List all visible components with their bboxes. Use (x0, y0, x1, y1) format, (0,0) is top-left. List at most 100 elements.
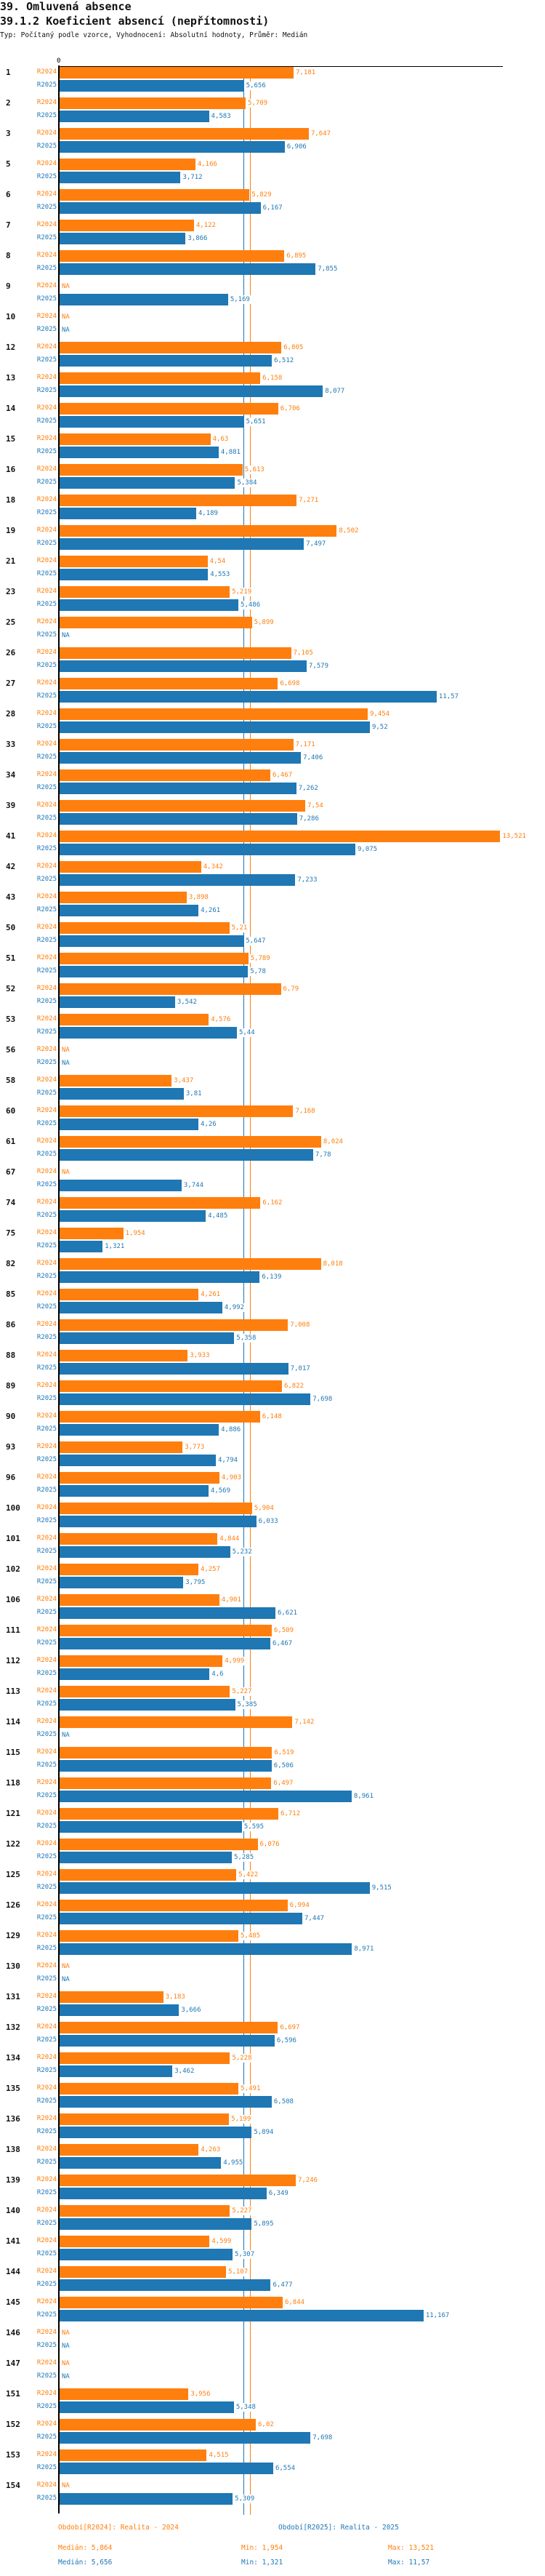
value-label-r2024: 4,122 (195, 221, 217, 230)
group-label: 115 (6, 1748, 20, 1757)
value-label-r2025: 7,698 (312, 1395, 334, 1404)
series-label-r2024: R2024 (36, 221, 57, 228)
series-label-r2025: R2025 (36, 1731, 57, 1738)
bar-r2024 (60, 1014, 209, 1025)
value-label-r2024: 5,485 (240, 1932, 262, 1940)
series-label-r2024: R2024 (36, 2451, 57, 2458)
group-label: 141 (6, 2236, 20, 2246)
value-label-r2024: 4,515 (208, 2451, 230, 2460)
bar-r2024 (60, 2266, 227, 2278)
value-label-r2024: 4,257 (199, 1565, 222, 1574)
series-label-r2024: R2024 (36, 404, 57, 412)
value-label-r2024: 3,773 (184, 1443, 206, 1452)
value-label-r2024: 7,54 (307, 801, 324, 810)
series-label-r2024: R2024 (36, 1687, 57, 1695)
series-label-r2024: R2024 (36, 160, 57, 167)
series-label-r2024: R2024 (36, 129, 57, 137)
value-label-r2025: 3,81 (185, 1089, 203, 1098)
stat-median-r2024: Medián: 5,864 (58, 2544, 113, 2552)
value-label-r2025: 7,233 (296, 876, 318, 884)
bar-r2025 (60, 2127, 252, 2138)
series-label-r2024: R2024 (36, 649, 57, 656)
value-label-r2024: 6,697 (279, 2023, 301, 2032)
value-label-r2024: 4,166 (196, 160, 218, 169)
series-label-r2024: R2024 (36, 2329, 57, 2336)
series-label-r2025: R2025 (36, 2036, 57, 2044)
value-label-r2025: 5,358 (235, 1334, 257, 1343)
series-label-r2024: R2024 (36, 2023, 57, 2031)
series-label-r2025: R2025 (36, 1761, 57, 1769)
group-label: 152 (6, 2420, 20, 2429)
bar-r2024 (60, 586, 230, 598)
series-label-r2024: R2024 (36, 343, 57, 351)
value-label-r2025: 5,44 (238, 1028, 256, 1037)
value-label-r2025: 11,57 (437, 692, 459, 701)
bar-r2024 (60, 2419, 256, 2431)
bar-r2024 (60, 1777, 272, 1789)
value-label-r2025: 5,307 (234, 2250, 256, 2259)
series-label-r2025: R2025 (36, 81, 57, 89)
bar-r2025 (60, 1393, 311, 1405)
value-label-r2025: 5,285 (233, 1853, 255, 1862)
bar-r2024 (60, 2144, 199, 2156)
series-label-r2025: R2025 (36, 2372, 57, 2380)
series-label-r2025: R2025 (36, 417, 57, 425)
value-label-r2024: 7,168 (294, 1107, 316, 1116)
group-label: 43 (6, 892, 16, 902)
series-label-r2024: R2024 (36, 2298, 57, 2305)
series-label-r2024: R2024 (36, 1901, 57, 1908)
bar-r2024 (60, 189, 250, 201)
group-label: 75 (6, 1228, 16, 1238)
series-label-r2024: R2024 (36, 618, 57, 625)
value-label-r2025: 4,583 (210, 112, 232, 121)
series-label-r2024: R2024 (36, 2176, 57, 2183)
bar-r2024 (60, 2022, 278, 2033)
group-label: 23 (6, 587, 16, 596)
series-label-r2025: R2025 (36, 1548, 57, 1555)
value-label-r2024: 5,899 (253, 618, 275, 627)
series-label-r2024: R2024 (36, 771, 57, 778)
value-label-r2024: 6,805 (283, 343, 304, 352)
series-label-r2024: R2024 (36, 832, 57, 839)
value-label-r2024: NA (61, 313, 70, 321)
series-label-r2024: R2024 (36, 191, 57, 198)
bar-r2025 (60, 569, 209, 580)
bar-r2025 (60, 385, 323, 397)
stat-max-r2024: Max: 13,521 (388, 2544, 434, 2552)
value-label-r2025: 4,485 (207, 1212, 229, 1220)
value-label-r2025: 6,349 (267, 2189, 289, 2198)
bar-r2024 (60, 2297, 283, 2308)
bar-r2024 (60, 1228, 124, 1239)
series-label-r2025: R2025 (36, 1609, 57, 1616)
value-label-r2024: 3,933 (189, 1351, 211, 1360)
group-label: 146 (6, 2328, 20, 2337)
group-label: 2 (6, 98, 11, 108)
bar-r2025 (60, 2218, 252, 2230)
group-label: 34 (6, 770, 16, 780)
bar-r2024 (60, 1655, 223, 1667)
series-label-r2024: R2024 (36, 1199, 57, 1206)
value-label-r2025: 3,795 (185, 1578, 206, 1587)
value-label-r2024: 6,844 (283, 2298, 306, 2307)
value-label-r2025: 4,992 (223, 1303, 245, 1312)
series-label-r2024: R2024 (36, 313, 57, 320)
group-label: 102 (6, 1564, 20, 1574)
group-label: 50 (6, 923, 16, 932)
series-label-r2025: R2025 (36, 753, 57, 761)
group-label: 88 (6, 1351, 16, 1360)
group-label: 154 (6, 2481, 20, 2490)
series-label-r2025: R2025 (36, 2067, 57, 2074)
series-label-r2025: R2025 (36, 937, 57, 944)
value-label-r2025: 5,486 (240, 601, 262, 609)
series-label-r2024: R2024 (36, 1871, 57, 1878)
series-label-r2025: R2025 (36, 2464, 57, 2471)
bar-r2025 (60, 1516, 257, 1527)
series-label-r2024: R2024 (36, 1962, 57, 1969)
value-label-r2025: 6,167 (262, 204, 283, 212)
chart-subtitle: Typ: Počítaný podle vzorce, Vyhodnocení:… (0, 31, 308, 39)
series-label-r2024: R2024 (36, 2268, 57, 2275)
bar-r2024 (60, 2236, 210, 2247)
bar-r2025 (60, 1302, 222, 1313)
bar-r2024 (60, 1747, 272, 1759)
series-label-r2025: R2025 (36, 2006, 57, 2013)
